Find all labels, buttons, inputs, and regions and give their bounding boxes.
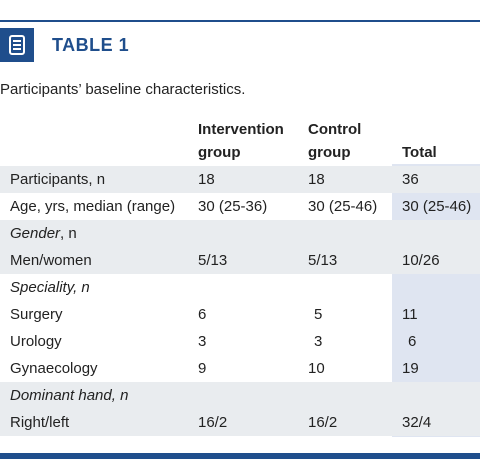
cell-control: 10 [308, 360, 325, 377]
table-row: Surgery 6 5 11 [0, 301, 480, 328]
row-label: Urology [10, 333, 62, 350]
cell-intervention: 3 [198, 333, 207, 350]
table-row: Age, yrs, median (range) 30 (25-36) 30 (… [0, 193, 480, 220]
cell-intervention: 30 (25-36) [198, 198, 268, 215]
cell-control: 30 (25-46) [308, 198, 378, 215]
header-control-line2: group [308, 144, 351, 161]
table-title: TABLE 1 [52, 34, 130, 55]
cell-total: 19 [402, 360, 419, 377]
header-intervention-line2: group [198, 144, 241, 161]
cell-control: 3 [314, 333, 323, 350]
cell-total: 6 [408, 333, 417, 350]
table-body: Participants, n 18 18 36 Age, yrs, media… [0, 166, 480, 436]
row-label: Right/left [10, 414, 70, 431]
table-row: Participants, n 18 18 36 [0, 166, 480, 193]
row-label-suffix: , n [60, 225, 77, 242]
header-intervention-line1: Intervention [198, 121, 284, 138]
cell-intervention: 16/2 [198, 414, 228, 431]
row-label: Surgery [10, 306, 63, 323]
document-list-icon [0, 28, 34, 62]
row-label: Men/women [10, 252, 92, 269]
row-label: Age, yrs, median (range) [10, 198, 176, 215]
row-label-italic: Gender [10, 225, 61, 242]
cell-control: 16/2 [308, 414, 338, 431]
row-label: Speciality, n [10, 279, 90, 296]
row-label: Participants, n [10, 171, 106, 188]
cell-intervention: 9 [198, 360, 207, 377]
cell-intervention: 6 [198, 306, 207, 323]
header-intervention: Intervention group [198, 118, 284, 164]
header-control: Control group [308, 118, 361, 164]
cell-intervention: 18 [198, 171, 215, 188]
table-title-row: TABLE 1 [0, 28, 129, 62]
table-row: Right/left 16/2 16/2 32/4 [0, 409, 480, 436]
cell-total: 36 [402, 171, 419, 188]
cell-control: 5 [314, 306, 323, 323]
table-row: Gender, n [0, 220, 480, 247]
top-rule [0, 20, 480, 22]
header-total: Total [402, 144, 437, 161]
table-row: Gynaecology 9 10 19 [0, 355, 480, 382]
cell-control: 18 [308, 171, 325, 188]
cell-control: 5/13 [308, 252, 338, 269]
header-control-line1: Control [308, 121, 362, 138]
row-label: Gender, n [10, 220, 77, 247]
cell-total: 10/26 [402, 252, 440, 269]
cell-total: 32/4 [402, 414, 432, 431]
table-header: Intervention group Control group Total [0, 118, 480, 164]
table-row: Speciality, n [0, 274, 480, 301]
row-label: Dominant hand, n [10, 387, 129, 404]
cell-total: 11 [402, 306, 418, 323]
row-label: Gynaecology [10, 360, 98, 377]
table-row: Urology 3 3 6 [0, 328, 480, 355]
table-caption: Participants’ baseline characteristics. [0, 81, 246, 98]
table-row: Dominant hand, n [0, 382, 480, 409]
bottom-rule [0, 453, 480, 459]
cell-total: 30 (25-46) [402, 198, 472, 215]
table-row: Men/women 5/13 5/13 10/26 [0, 247, 480, 274]
cell-intervention: 5/13 [198, 252, 228, 269]
